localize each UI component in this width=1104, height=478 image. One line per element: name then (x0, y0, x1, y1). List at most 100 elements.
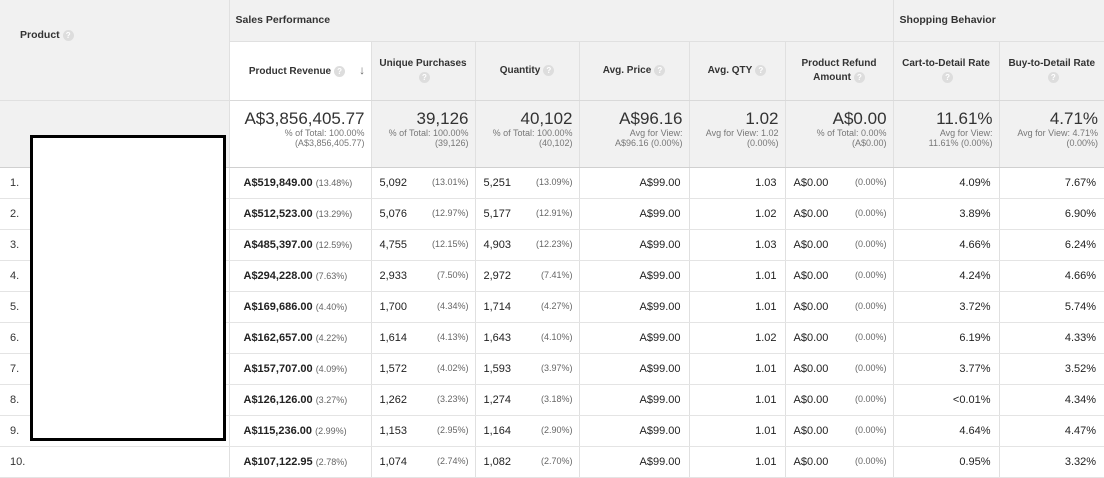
percent: (4.10%) (540, 332, 573, 342)
help-icon[interactable]: ? (942, 71, 954, 83)
help-icon[interactable]: ? (853, 71, 865, 83)
cell-buy-to-detail-rate: 3.32% (998, 446, 1104, 478)
cell-product-revenue: A$126,126.00 (3.27%) (228, 384, 371, 416)
cell-product-refund-amount: A$0.00 (0.00%) (784, 446, 894, 478)
help-icon[interactable]: ? (419, 71, 430, 83)
column-header-product-revenue[interactable]: Product Revenue? ↓ (228, 41, 371, 102)
value: A$0.00 (793, 239, 829, 251)
percent: (4.34%) (436, 301, 469, 311)
total-product-revenue: A$3,856,405.77 % of Total: 100.00% (A$3,… (228, 100, 371, 168)
column-header-cart-to-detail-rate[interactable]: Cart-to-Detail Rate? (892, 41, 1000, 102)
total-avg-price: A$96.16 Avg for View: A$96.16 (0.00%) (578, 100, 689, 168)
cell-cart-to-detail-rate: <0.01% (892, 384, 1000, 416)
percent: (13.09%) (535, 177, 573, 187)
cell-avg-qty: 1.01 (688, 415, 785, 447)
cell-product-revenue: A$115,236.00 (2.99%) (228, 415, 371, 447)
group-header-sales: Sales Performance (228, 0, 894, 42)
value: A$115,236.00 (243, 425, 313, 437)
cell-buy-to-detail-rate: 4.34% (998, 384, 1104, 416)
cell-avg-price: A$99.00 (578, 198, 689, 230)
value: 5,251 (483, 177, 512, 189)
cell-product-revenue: A$519,849.00 (13.48%) (228, 167, 371, 199)
sort-desc-icon[interactable]: ↓ (359, 62, 366, 77)
value: A$157,707.00 (243, 363, 313, 375)
total-buy-to-detail-rate: 4.71% Avg for View: 4.71% (0.00%) (998, 100, 1104, 168)
product-column-header[interactable]: Product? (0, 0, 229, 101)
total-value: 11.61% (936, 109, 993, 128)
value: 1,643 (483, 332, 512, 344)
column-header-avg-price[interactable]: Avg. Price? (578, 41, 689, 102)
help-icon[interactable]: ? (543, 64, 555, 76)
value: 2,933 (379, 270, 408, 282)
cell-buy-to-detail-rate: 4.47% (998, 415, 1104, 447)
cell-buy-to-detail-rate: 7.67% (998, 167, 1104, 199)
value: A$0.00 (793, 208, 829, 220)
help-icon[interactable]: ? (654, 64, 666, 76)
cell-avg-price: A$99.00 (578, 384, 689, 416)
column-label: Avg. Price (602, 64, 652, 76)
column-label: Avg. QTY (707, 64, 753, 76)
cell-product-revenue: A$485,397.00 (12.59%) (228, 229, 371, 261)
total-cart-to-detail-rate: 11.61% Avg for View: 11.61% (0.00%) (892, 100, 1000, 168)
percent: (7.41%) (540, 270, 573, 280)
total-sub-2: (40,102) (538, 138, 573, 148)
cell-product-refund-amount: A$0.00 (0.00%) (784, 415, 894, 447)
cell-unique-purchases: 1,262 (3.23%) (370, 384, 475, 416)
percent: (7.63%) (315, 271, 348, 281)
column-header-avg-qty[interactable]: Avg. QTY? (688, 41, 785, 102)
value: A$0.00 (793, 425, 829, 437)
cell-quantity: 1,164 (2.90%) (474, 415, 579, 447)
percent: (3.97%) (540, 363, 573, 373)
total-avg-qty: 1.02 Avg for View: 1.02 (0.00%) (688, 100, 785, 168)
cell-avg-qty: 1.01 (688, 260, 785, 292)
cell-avg-price: A$99.00 (578, 291, 689, 323)
cell-product-refund-amount: A$0.00 (0.00%) (784, 353, 894, 385)
total-value: 40,102 (520, 109, 573, 128)
cell-unique-purchases: 4,755 (12.15%) (370, 229, 475, 261)
total-sub-1: Avg for View: (629, 128, 683, 138)
total-sub-1: % of Total: 100.00% (492, 128, 573, 138)
cell-avg-qty: 1.02 (688, 198, 785, 230)
column-header-buy-to-detail-rate[interactable]: Buy-to-Detail Rate? (998, 41, 1104, 102)
help-icon[interactable]: ? (1047, 71, 1059, 83)
value: 1,593 (483, 363, 512, 375)
cell-product-revenue: A$512,523.00 (13.29%) (228, 198, 371, 230)
percent: (4.02%) (436, 363, 469, 373)
table-row[interactable]: 5. A$169,686.00 (4.40%) 1,700 (4.34%) 1,714(… (0, 291, 1104, 323)
total-sub-2: A$96.16 (0.00%) (614, 138, 683, 148)
total-value: A$3,856,405.77 (244, 109, 365, 128)
total-value: 4.71% (1049, 109, 1099, 128)
value: 1,153 (379, 425, 408, 437)
table-row[interactable]: 3. A$485,397.00 (12.59%) 4,755 (12.15%) 4,90… (0, 229, 1104, 261)
percent: (12.97%) (431, 208, 469, 218)
cell-product-refund-amount: A$0.00 (0.00%) (784, 167, 894, 199)
value: 5,177 (483, 208, 512, 220)
column-label: Quantity (499, 64, 541, 76)
cell-buy-to-detail-rate: 3.52% (998, 353, 1104, 385)
help-icon[interactable]: ? (755, 64, 767, 76)
cell-quantity: 2,972 (7.41%) (474, 260, 579, 292)
cell-quantity: 1,593 (3.97%) (474, 353, 579, 385)
cell-cart-to-detail-rate: 0.95% (892, 446, 1000, 478)
cell-unique-purchases: 1,700 (4.34%) (370, 291, 475, 323)
column-header-unique-purchases[interactable]: Unique Purchases? (370, 41, 475, 102)
percent: (7.50%) (436, 270, 469, 280)
cell-unique-purchases: 1,074 (2.74%) (370, 446, 475, 478)
total-unique-purchases: 39,126 % of Total: 100.00% (39,126) (370, 100, 475, 168)
cell-unique-purchases: 1,153 (2.95%) (370, 415, 475, 447)
cell-quantity: 1,643 (4.10%) (474, 322, 579, 354)
total-value: A$96.16 (619, 109, 683, 128)
table-row[interactable]: 10. A$107,122.95 (2.78%) 1,074 (2.74%) 1,082… (0, 446, 1104, 478)
value: A$485,397.00 (243, 239, 313, 251)
value: A$0.00 (793, 301, 829, 313)
cell-avg-qty: 1.01 (688, 384, 785, 416)
column-header-quantity[interactable]: Quantity? (474, 41, 579, 102)
total-sub-2: (39,126) (434, 138, 469, 148)
cell-product-revenue: A$169,686.00 (4.40%) (228, 291, 371, 323)
cell-avg-qty: 1.03 (688, 167, 785, 199)
help-icon[interactable]: ? (62, 29, 74, 41)
column-header-product-refund-amount[interactable]: Product Refund Amount? (784, 41, 894, 102)
value: 1,262 (379, 394, 408, 406)
value: A$162,657.00 (243, 332, 313, 344)
help-icon[interactable]: ? (334, 65, 346, 77)
